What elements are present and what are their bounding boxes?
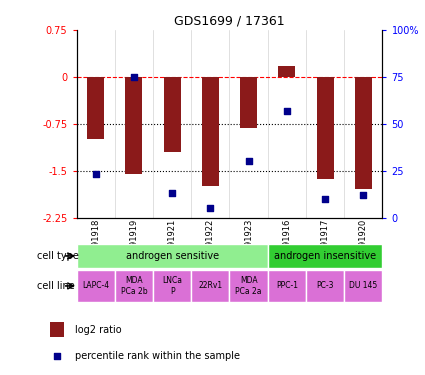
Text: cell line: cell line (37, 281, 74, 291)
Text: PC-3: PC-3 (316, 281, 334, 290)
Bar (278, 66, 295, 77)
Bar (202, 77, 219, 186)
Bar (240, 77, 257, 128)
Bar (125, 77, 142, 174)
Point (54, 353, 60, 359)
Bar (164, 77, 181, 152)
Point (322, 196, 329, 202)
Text: percentile rank within the sample: percentile rank within the sample (75, 351, 240, 361)
Point (130, 74, 137, 80)
Bar (355, 77, 372, 189)
Text: MDA
PCa 2b: MDA PCa 2b (121, 276, 147, 296)
FancyBboxPatch shape (268, 244, 382, 268)
FancyBboxPatch shape (344, 270, 382, 302)
Title: GDS1699 / 17361: GDS1699 / 17361 (174, 15, 285, 27)
Text: 22Rv1: 22Rv1 (198, 281, 222, 290)
Text: androgen sensitive: androgen sensitive (125, 251, 219, 261)
FancyBboxPatch shape (76, 244, 268, 268)
Text: MDA
PCa 2a: MDA PCa 2a (235, 276, 262, 296)
Point (245, 158, 252, 164)
Point (92, 171, 99, 177)
Point (207, 205, 214, 211)
FancyBboxPatch shape (191, 270, 230, 302)
FancyBboxPatch shape (115, 270, 153, 302)
FancyBboxPatch shape (153, 270, 191, 302)
Text: LNCa
P: LNCa P (162, 276, 182, 296)
Text: DU 145: DU 145 (349, 281, 377, 290)
Point (169, 190, 176, 196)
FancyBboxPatch shape (230, 270, 268, 302)
Text: PPC-1: PPC-1 (276, 281, 298, 290)
FancyBboxPatch shape (268, 270, 306, 302)
Point (283, 108, 290, 114)
Text: LAPC-4: LAPC-4 (82, 281, 109, 290)
FancyBboxPatch shape (76, 270, 115, 302)
Text: log2 ratio: log2 ratio (75, 325, 122, 335)
Text: cell type: cell type (37, 251, 79, 261)
Text: androgen insensitive: androgen insensitive (274, 251, 376, 261)
Bar (317, 77, 334, 179)
Point (360, 192, 367, 198)
Bar (50, 322, 64, 337)
Bar (87, 77, 104, 140)
FancyBboxPatch shape (306, 270, 344, 302)
